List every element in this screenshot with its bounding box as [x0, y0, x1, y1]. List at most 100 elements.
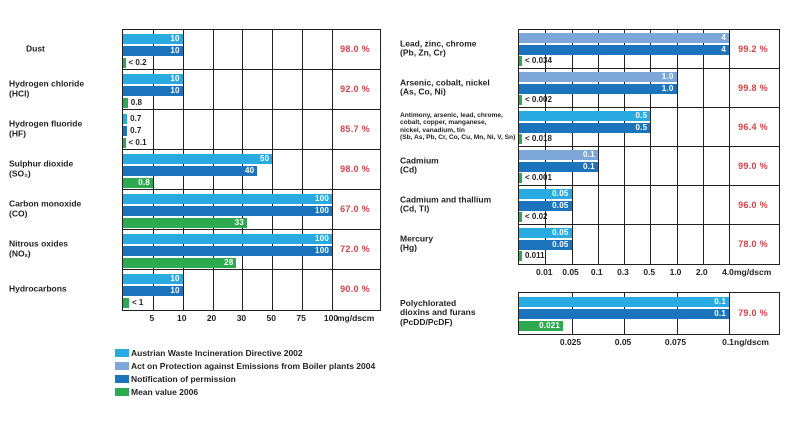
- x-axis-tick: 0.075: [664, 337, 687, 347]
- percent-value: 92.0 %: [340, 84, 370, 94]
- bar-directive_2002: 0.05: [519, 228, 572, 238]
- row-label-line: Sulphur dioxide: [9, 158, 74, 169]
- x-axis-tick: 50: [266, 313, 277, 323]
- row-label-line: (CO): [9, 208, 28, 218]
- row-label-line: (Cd): [400, 164, 417, 175]
- gridline: [624, 30, 625, 264]
- row-label-line: Cadmium: [400, 155, 439, 165]
- bar-value-label: 10: [170, 45, 180, 55]
- row-label-line: (NOₓ): [9, 248, 31, 258]
- bar-value-label: < 1: [131, 297, 144, 307]
- bar-value-label: 0.05: [552, 239, 569, 249]
- percent-value: 79.0 %: [738, 307, 768, 318]
- bar-value-label: 0.05: [552, 189, 569, 198]
- x-axis-tick: 20: [206, 313, 217, 323]
- x-axis-tick: 0.05: [614, 337, 632, 347]
- gridline: [597, 30, 599, 264]
- bar-mean_2006: < 0.018: [519, 134, 552, 144]
- bar-value-label: < 0.002: [525, 95, 552, 104]
- row-label-line: (Sb, As, Pb, Cr, Co, Cu, Mn, Ni, V, Sn): [400, 134, 516, 142]
- bar-mean_2006: < 0.2: [123, 57, 147, 68]
- bar-value-label: 10: [170, 285, 180, 295]
- legend-label: Notification of permission: [131, 373, 236, 384]
- chart-row: 0.05 0.05 < 0.02: [519, 186, 779, 225]
- bar-permission: 0.05: [519, 200, 572, 211]
- row-label-line: (PcDD/PcDF): [400, 316, 453, 327]
- bar-value-label: 50: [259, 153, 270, 163]
- row-label: Arsenic, cobalt, nickel (As, Co, Ni): [400, 77, 516, 97]
- x-axis-tick: 5: [149, 313, 155, 323]
- bar-value-label: 0.1: [583, 150, 595, 159]
- x-axis-tick: 4.0: [722, 267, 734, 277]
- chart-row: 4 4 < 0.034: [519, 30, 779, 69]
- bar-value-label: 0.8: [130, 97, 142, 107]
- right-chart: 4 4 < 0.034 1.0 1.0 < 0.002 0.5 0.5 < 0.018 0.1 0.…: [518, 29, 780, 265]
- bar-value-label: < 0.2: [128, 57, 147, 67]
- bar-value-label: < 0.018: [525, 134, 552, 143]
- row-label-line: Hydrogen chloride: [9, 78, 85, 89]
- row-label: Cadmium (Cd): [400, 155, 516, 175]
- chart-row: 10 10 < 1: [123, 270, 380, 310]
- legend-label: Act on Protection against Emissions from…: [131, 360, 376, 371]
- bar-permission: 4: [519, 44, 729, 55]
- percent-value: 99.8 %: [738, 82, 768, 93]
- bar-boiler_act_2004: 1.0: [519, 72, 677, 82]
- chart-row: 100 100 33: [123, 190, 380, 230]
- bar-directive_2002: 0.05: [519, 189, 572, 199]
- percent-value: 85.7 %: [340, 124, 370, 134]
- left-chart: 10 10 < 0.2 10 10 0.8 0.7 0.7 < 0.1 50 40 0.8 100 100…: [122, 29, 381, 311]
- bar-value-label: 0.1: [714, 296, 726, 306]
- x-axis-unit: mg/dscm: [337, 313, 375, 323]
- legend-swatch-mean_2006: [115, 387, 129, 396]
- row-label: Mercury (Hg): [400, 233, 516, 253]
- row-label-line: Antimony, arsenic, lead, chrome,: [400, 111, 503, 119]
- row-label: Sulphur dioxide (SO₂): [9, 158, 119, 179]
- bar-value-label: 100: [315, 233, 329, 243]
- row-label: Dust: [26, 44, 136, 54]
- bar-value-label: 1.0: [661, 72, 674, 81]
- bar-directive_2002: 100: [123, 233, 332, 244]
- chart-row: 10 10 0.8: [123, 70, 380, 110]
- gridline: [302, 30, 304, 310]
- bar-permission: 0.5: [519, 122, 651, 133]
- bar-value-label: 100: [315, 205, 329, 215]
- percent-column-separator: [729, 293, 730, 334]
- bar-mean_2006: < 1: [123, 297, 143, 308]
- bar-mean_2006: < 0.001: [519, 173, 552, 183]
- row-label-line: nickel, vanadium, tin: [400, 126, 465, 134]
- legend: Austrian Waste Incineration Directive 20…: [115, 346, 375, 398]
- row-label: Lead, zinc, chrome (Pb, Zn, Cr): [400, 38, 516, 58]
- row-label-line: (HCl): [9, 88, 30, 98]
- bar-permission: 0.1: [519, 308, 729, 319]
- row-label-line: Lead, zinc, chrome: [400, 38, 477, 48]
- row-label-line: Carbon monoxide: [9, 198, 82, 209]
- gridline: [571, 30, 573, 264]
- gridline: [272, 30, 274, 310]
- bar-value-label: 33: [234, 217, 244, 227]
- bar-directive_2002: 100: [123, 193, 332, 204]
- percent-value: 67.0 %: [340, 204, 370, 214]
- bar-permission: 40: [123, 165, 258, 176]
- row-label-line: (Pb, Zn, Cr): [400, 47, 446, 58]
- percent-value: 98.0 %: [340, 164, 370, 174]
- row-label: Hydrogen fluoride (HF): [9, 118, 119, 139]
- row-label-line: Hydrocarbons: [9, 283, 67, 294]
- bar-value-label: < 0.02: [525, 212, 548, 221]
- percent-value: 99.0 %: [738, 160, 768, 171]
- bar-value-label: 100: [315, 193, 329, 203]
- row-label: Carbon monoxide (CO): [9, 198, 119, 219]
- bar-mean_2006: 28: [123, 257, 237, 268]
- percent-value: 96.4 %: [738, 121, 768, 132]
- chart-row: 100 100 28: [123, 230, 380, 270]
- x-axis-tick: 0.025: [559, 337, 582, 347]
- chart-row: 0.1 0.1 < 0.001: [519, 147, 779, 186]
- bar-value-label: < 0.001: [525, 173, 552, 182]
- bar-mean_2006: < 0.034: [519, 56, 552, 66]
- x-axis-tick: 0.05: [562, 267, 579, 277]
- row-label: Cadmium and thallium (Cd, Tl): [400, 194, 516, 214]
- row-label-line: (SO₂): [9, 168, 31, 178]
- chart-row: 0.05 0.05 0.011: [519, 225, 779, 264]
- row-label-line: Hydrogen fluoride: [9, 118, 83, 129]
- percent-value: 72.0 %: [340, 244, 370, 254]
- bar-value-label: 0.7: [130, 125, 142, 135]
